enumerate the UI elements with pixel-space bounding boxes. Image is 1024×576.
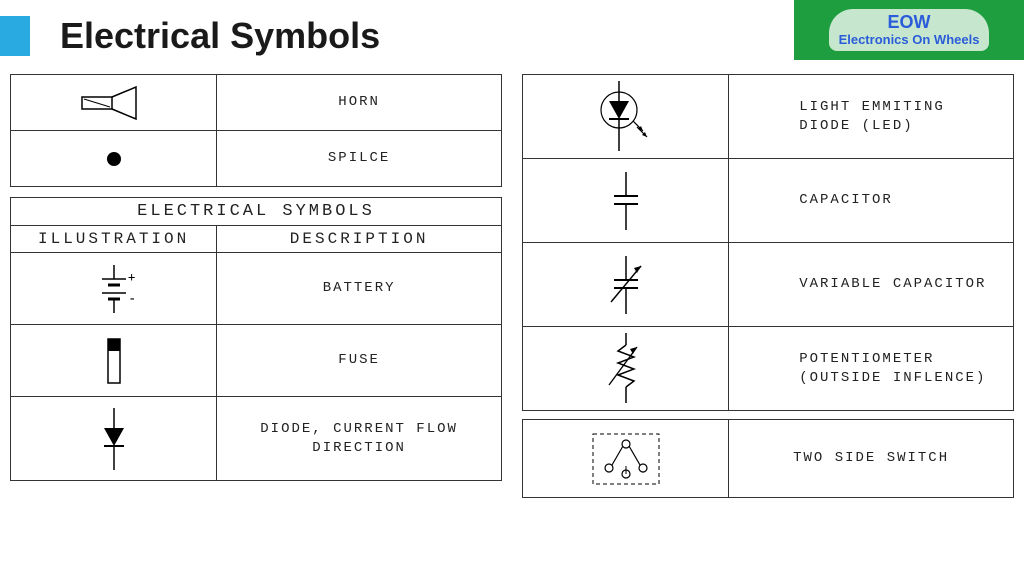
- desc-cell: POTENTIOMETER (OUTSIDE INFLENCE): [729, 327, 1014, 411]
- logo-line1: EOW: [839, 13, 980, 33]
- table-row: SPILCE: [11, 131, 502, 187]
- desc-cell: DIODE, CURRENT FLOW DIRECTION: [217, 397, 502, 481]
- desc-cell: SPILCE: [217, 131, 502, 187]
- variable-capacitor-icon: [523, 243, 728, 326]
- table-row: TWO SIDE SWITCH: [523, 420, 1014, 498]
- logo-inner: EOW Electronics On Wheels: [829, 9, 990, 51]
- page-title: Electrical Symbols: [60, 15, 380, 57]
- table-header-row: ILLUSTRATION DESCRIPTION: [11, 226, 502, 253]
- symbol-cell: [11, 397, 217, 481]
- splice-icon: [11, 131, 216, 186]
- symbol-cell: [11, 131, 217, 187]
- accent-block: [0, 16, 30, 56]
- diode-icon: [11, 397, 216, 480]
- symbol-cell: [11, 325, 217, 397]
- desc-cell: FUSE: [217, 325, 502, 397]
- symbol-cell: [11, 75, 217, 131]
- table-row: LIGHT EMMITING DIODE (LED): [523, 75, 1014, 159]
- table-row: HORN: [11, 75, 502, 131]
- symbol-cell: [523, 75, 729, 159]
- two-side-switch-icon: [523, 420, 728, 497]
- symbol-cell: [523, 420, 729, 498]
- table-row: VARIABLE CAPACITOR: [523, 243, 1014, 327]
- right-table-2: TWO SIDE SWITCH: [522, 419, 1014, 498]
- desc-cell: CAPACITOR: [729, 159, 1014, 243]
- logo: EOW Electronics On Wheels: [794, 0, 1024, 60]
- horn-icon: [11, 75, 216, 130]
- desc-cell: VARIABLE CAPACITOR: [729, 243, 1014, 327]
- col-header: DESCRIPTION: [217, 226, 502, 253]
- desc-cell: HORN: [217, 75, 502, 131]
- logo-line2: Electronics On Wheels: [839, 33, 980, 47]
- fuse-icon: [11, 325, 216, 396]
- table-row: FUSE: [11, 325, 502, 397]
- right-table: LIGHT EMMITING DIODE (LED) CAPACITOR: [522, 74, 1014, 411]
- symbol-cell: [523, 327, 729, 411]
- table-row: + - BATTERY: [11, 253, 502, 325]
- left-top-table: HORN SPILCE: [10, 74, 502, 187]
- svg-text:-: -: [128, 291, 138, 307]
- left-column: HORN SPILCE ELECTRICAL SYMBOLS ILLUSTRAT…: [0, 72, 512, 576]
- potentiometer-icon: [523, 327, 728, 410]
- content: HORN SPILCE ELECTRICAL SYMBOLS ILLUSTRAT…: [0, 72, 1024, 576]
- right-column: LIGHT EMMITING DIODE (LED) CAPACITOR: [512, 72, 1024, 576]
- table-title: ELECTRICAL SYMBOLS: [11, 198, 502, 226]
- desc-cell: TWO SIDE SWITCH: [729, 420, 1014, 498]
- svg-text:+: +: [128, 270, 137, 284]
- left-main-table: ELECTRICAL SYMBOLS ILLUSTRATION DESCRIPT…: [10, 197, 502, 481]
- table-row: CAPACITOR: [523, 159, 1014, 243]
- symbol-cell: [523, 243, 729, 327]
- symbol-cell: + -: [11, 253, 217, 325]
- col-header: ILLUSTRATION: [11, 226, 217, 253]
- header: Electrical Symbols EOW Electronics On Wh…: [0, 0, 1024, 72]
- symbol-cell: [523, 159, 729, 243]
- desc-cell: LIGHT EMMITING DIODE (LED): [729, 75, 1014, 159]
- table-row: DIODE, CURRENT FLOW DIRECTION: [11, 397, 502, 481]
- desc-cell: BATTERY: [217, 253, 502, 325]
- battery-icon: + -: [11, 253, 216, 324]
- led-icon: [523, 75, 728, 158]
- table-title-row: ELECTRICAL SYMBOLS: [11, 198, 502, 226]
- capacitor-icon: [523, 159, 728, 242]
- table-row: POTENTIOMETER (OUTSIDE INFLENCE): [523, 327, 1014, 411]
